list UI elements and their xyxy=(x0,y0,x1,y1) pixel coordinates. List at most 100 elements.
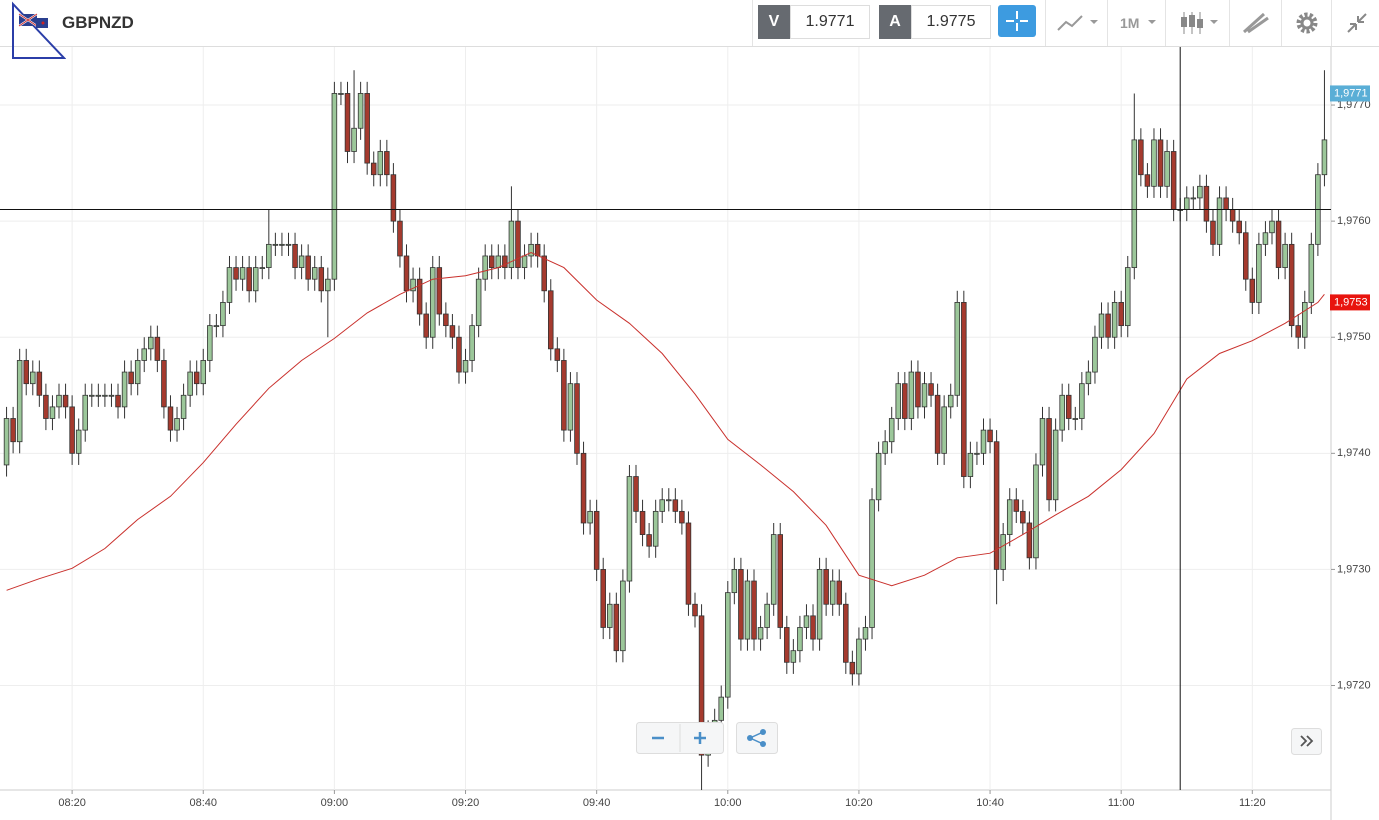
candle-body xyxy=(1197,185,1203,199)
candle-body xyxy=(849,661,856,675)
candle-body xyxy=(1190,197,1197,200)
chart-type-button[interactable] xyxy=(1045,0,1108,46)
x-tick-label: 10:20 xyxy=(845,797,873,809)
x-tick-label: 10:00 xyxy=(714,797,742,809)
draw-icon xyxy=(1242,12,1269,34)
candle-body xyxy=(482,255,488,280)
x-tick-label: 09:00 xyxy=(321,797,349,809)
candle-body xyxy=(1072,418,1079,420)
candle-icon xyxy=(1181,12,1218,34)
candle-body xyxy=(384,151,390,176)
candle-body xyxy=(790,650,797,663)
gear-icon xyxy=(1296,12,1318,34)
candle-body xyxy=(49,406,56,419)
candle-body xyxy=(338,93,344,95)
candle-body xyxy=(954,302,961,396)
candle-body xyxy=(1138,139,1144,176)
candle-body xyxy=(836,580,843,605)
candle-body xyxy=(1059,394,1065,431)
candle-body xyxy=(1000,534,1006,570)
line-icon xyxy=(1057,15,1098,31)
collapse-button[interactable] xyxy=(1331,0,1379,46)
ask-quote[interactable]: A 1.9775 xyxy=(879,5,991,39)
candle-body xyxy=(908,371,915,419)
candle-body xyxy=(961,302,967,477)
interval-button[interactable]: 1M xyxy=(1107,0,1166,46)
candle-body xyxy=(547,290,554,350)
candle-body xyxy=(10,418,16,443)
moving-average xyxy=(6,251,1325,591)
candle-body xyxy=(784,627,790,663)
candle-body xyxy=(580,452,587,524)
candle-body xyxy=(121,371,128,408)
candle-body xyxy=(829,580,836,605)
candle-body xyxy=(1282,243,1288,268)
price-marker-label: 1,9753 xyxy=(1334,296,1368,308)
candle-body xyxy=(803,615,810,628)
candle-body xyxy=(1131,139,1138,268)
crosshair-button[interactable] xyxy=(998,5,1038,39)
candle-body xyxy=(659,499,665,512)
candle-body xyxy=(1269,220,1275,234)
candle-body xyxy=(429,267,436,338)
candle-body xyxy=(921,383,928,408)
x-tick-label: 11:20 xyxy=(1239,797,1266,809)
candle-body xyxy=(1098,313,1105,338)
candle-body xyxy=(410,278,416,292)
candle-body xyxy=(875,452,882,501)
candle-button[interactable] xyxy=(1165,0,1230,46)
candle-body xyxy=(193,371,200,385)
interval: 1M xyxy=(1120,15,1140,31)
candle-body xyxy=(1105,313,1111,338)
candle-body xyxy=(738,569,744,640)
candle-body xyxy=(305,255,311,280)
candle-body xyxy=(915,371,921,408)
candle-body xyxy=(639,510,646,535)
scroll-right-button[interactable] xyxy=(1291,728,1323,756)
candle-body xyxy=(521,255,528,268)
candle-body xyxy=(823,569,829,605)
candle-body xyxy=(1243,232,1249,280)
candle-body xyxy=(3,418,10,466)
candle-body xyxy=(941,406,947,454)
candle-body xyxy=(1288,243,1295,327)
candle-body xyxy=(1236,220,1242,234)
candle-body xyxy=(869,499,875,628)
candle-body xyxy=(279,243,285,246)
settings-button[interactable] xyxy=(1281,0,1332,46)
price-marker-label: 1,9771 xyxy=(1334,87,1368,99)
toolbar: GBPNZD V 1.9771 A 1.9775 1M xyxy=(0,0,1379,59)
candle-body xyxy=(357,93,364,129)
candle-body xyxy=(36,371,43,396)
candle-body xyxy=(810,615,816,640)
candle-body xyxy=(233,267,239,280)
candle-body xyxy=(1039,418,1046,466)
candle-body xyxy=(325,278,331,292)
candle-body xyxy=(698,615,705,756)
candle-body xyxy=(1151,139,1157,187)
y-tick-label: 1,9760 xyxy=(1337,215,1371,227)
candle-body xyxy=(600,569,606,628)
candle-body xyxy=(1124,267,1131,327)
candle-body xyxy=(128,371,134,385)
candle-body xyxy=(213,325,220,328)
candle-body xyxy=(95,394,102,397)
candle-body xyxy=(102,394,108,397)
draw-button[interactable] xyxy=(1229,0,1282,46)
candle-body xyxy=(993,441,1000,570)
candle-body xyxy=(161,360,167,408)
candle-body xyxy=(725,592,731,698)
zoom-buttons[interactable] xyxy=(636,722,778,755)
collapse-icon xyxy=(1347,13,1367,33)
candle-body xyxy=(1092,336,1098,373)
candle-body xyxy=(561,360,567,431)
candle-body xyxy=(554,348,561,361)
bid-quote[interactable]: V 1.9771 xyxy=(758,5,870,39)
candle-body xyxy=(1157,139,1164,187)
candle-body xyxy=(1065,394,1072,419)
candle-body xyxy=(607,603,613,628)
candle-body xyxy=(207,325,213,361)
candle-body xyxy=(16,360,23,443)
candle-body xyxy=(1256,243,1262,303)
candle-body xyxy=(770,534,777,605)
